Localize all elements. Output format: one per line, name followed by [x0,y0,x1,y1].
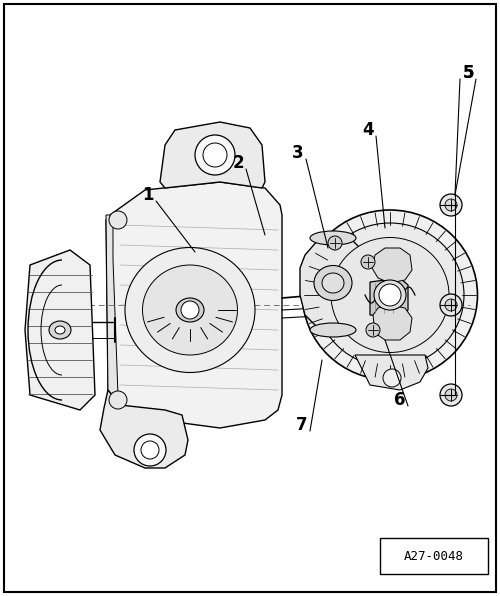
Circle shape [109,391,127,409]
Ellipse shape [302,210,478,380]
Ellipse shape [310,323,356,337]
Text: 5: 5 [462,64,474,82]
Circle shape [361,255,375,269]
Circle shape [445,299,457,311]
Circle shape [134,434,166,466]
Circle shape [366,323,380,337]
Ellipse shape [49,321,71,339]
Circle shape [440,194,462,216]
Ellipse shape [316,223,464,367]
Polygon shape [160,122,265,188]
Text: 1: 1 [142,186,154,204]
Circle shape [440,384,462,406]
Polygon shape [370,278,408,318]
Text: 6: 6 [394,391,406,409]
Text: 5: 5 [462,64,474,82]
Circle shape [141,441,159,459]
Text: 3: 3 [292,144,304,162]
Ellipse shape [310,231,356,245]
Circle shape [109,211,127,229]
Polygon shape [373,305,412,340]
Ellipse shape [176,298,204,322]
Polygon shape [25,250,95,410]
Ellipse shape [55,326,65,334]
Ellipse shape [331,237,449,352]
Text: A27-0048: A27-0048 [404,550,464,563]
Circle shape [445,389,457,401]
Circle shape [379,284,401,306]
Bar [380,538,488,574]
Polygon shape [106,182,282,428]
Circle shape [328,236,342,250]
Ellipse shape [314,265,352,300]
Circle shape [383,369,401,387]
Circle shape [203,143,227,167]
Circle shape [440,294,462,316]
Ellipse shape [142,265,238,355]
Circle shape [181,301,199,319]
Text: 2: 2 [232,154,244,172]
Polygon shape [372,248,412,283]
Polygon shape [355,355,428,390]
Ellipse shape [125,247,255,372]
Text: 4: 4 [362,121,374,139]
Polygon shape [300,235,365,332]
Circle shape [195,135,235,175]
Polygon shape [100,390,188,468]
Ellipse shape [322,273,344,293]
Polygon shape [106,212,120,405]
Ellipse shape [374,280,406,310]
Text: 7: 7 [296,416,308,434]
Circle shape [445,199,457,211]
